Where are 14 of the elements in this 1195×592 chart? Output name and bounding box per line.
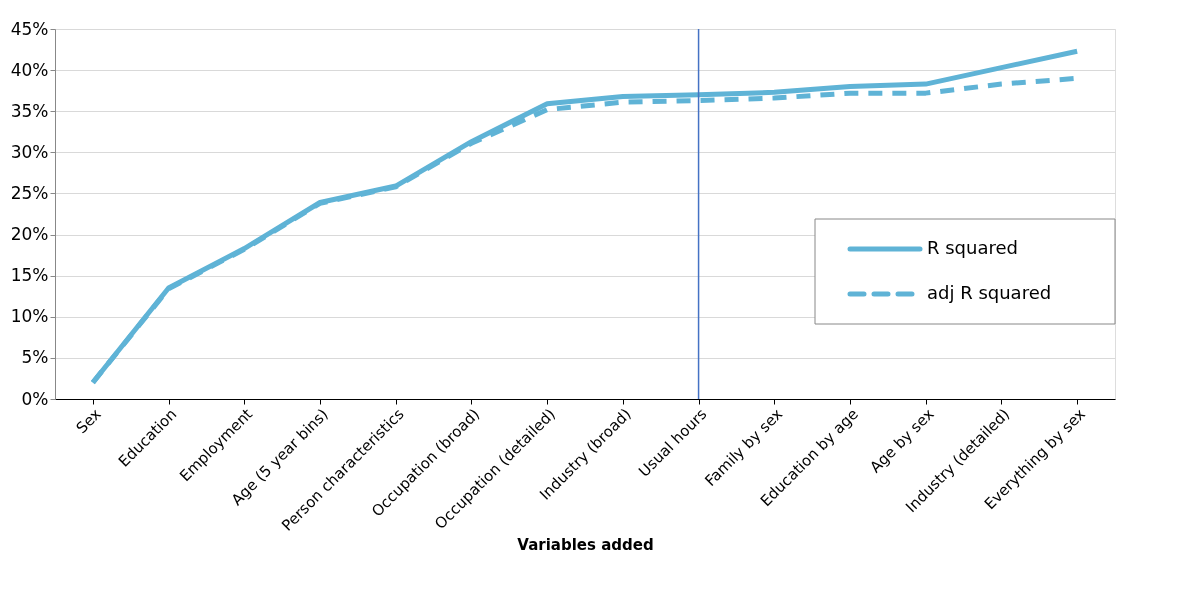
y-tick-label: 35% [10,100,49,121]
legend-label: adj R squared [927,282,1052,303]
x-axis-title: Variables added [517,535,654,554]
y-tick-label: 30% [10,141,49,162]
y-tick-label: 40% [10,59,49,80]
x-tick-label: Sex [72,405,105,438]
y-tick-label: 10% [10,306,49,327]
y-tick-label: 25% [10,182,49,203]
legend-label: R squared [927,237,1018,258]
y-tick-label: 5% [21,347,49,368]
y-tick-label: 20% [10,224,49,245]
y-tick-label: 0% [21,388,49,409]
y-tick-label: 15% [10,265,49,286]
y-tick-label: 45% [10,18,49,39]
